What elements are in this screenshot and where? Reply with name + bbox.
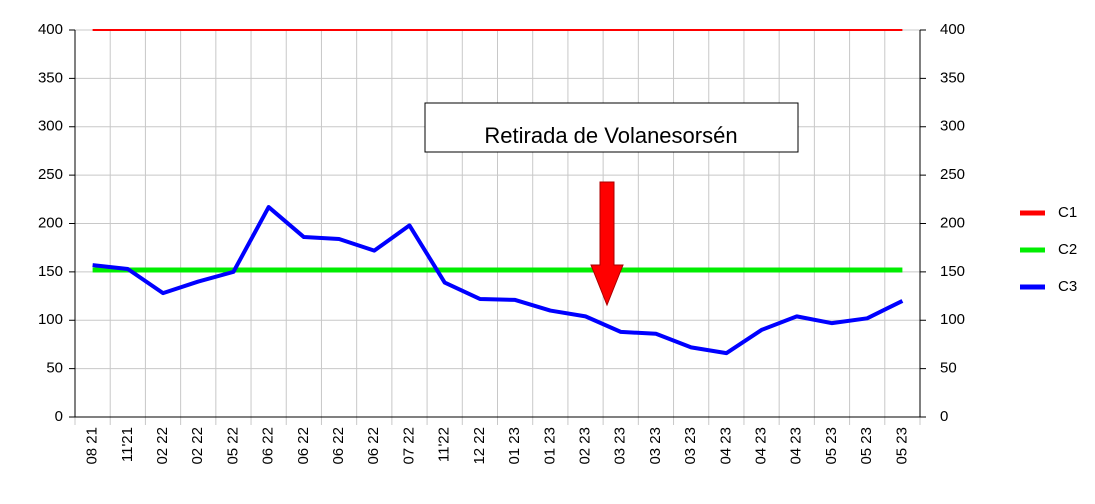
x-tick-label: 01 23 bbox=[541, 427, 558, 465]
series-line bbox=[92, 205, 904, 356]
y-tick-label: 400 bbox=[38, 21, 63, 38]
x-tick-label: 07 22 bbox=[400, 427, 417, 465]
annotation-clip: Retirada de Volanesorsén bbox=[484, 123, 737, 148]
y-tick-label: 300 bbox=[38, 118, 63, 135]
annotation: Retirada de Volanesorsén bbox=[484, 123, 737, 148]
annotation-box bbox=[424, 102, 799, 153]
y-tick-label: 200 bbox=[38, 214, 63, 231]
legend-label: C3 bbox=[1058, 278, 1077, 295]
x-tick-label: 04 23 bbox=[788, 427, 805, 465]
y2-tick-label: 400 bbox=[940, 21, 965, 38]
x-tick-label: 03 23 bbox=[612, 427, 629, 465]
x-tick-label: 12 22 bbox=[471, 427, 488, 465]
x-tick-label: 05 23 bbox=[893, 427, 910, 465]
x-tick-label: 04 23 bbox=[753, 427, 770, 465]
x-tick-label: 02 22 bbox=[154, 427, 171, 465]
y2-tick-label: 200 bbox=[940, 214, 965, 231]
x-tick-label: 02 22 bbox=[189, 427, 206, 465]
x-tick-label: 11'22 bbox=[436, 427, 453, 462]
y2-tick-label: 100 bbox=[940, 311, 965, 328]
x-tick-label: 08 21 bbox=[84, 427, 101, 465]
x-tick-label: 06 22 bbox=[260, 427, 277, 465]
x-tick-label: 06 22 bbox=[295, 427, 312, 465]
y-tick-label: 100 bbox=[38, 311, 63, 328]
y2-tick-label: 250 bbox=[940, 166, 965, 183]
x-tick-label: 06 22 bbox=[365, 427, 382, 465]
y2-tick-label: 150 bbox=[940, 263, 965, 280]
x-tick-label: 02 23 bbox=[576, 427, 593, 465]
y-tick-label: 0 bbox=[55, 408, 63, 425]
x-tick-label: 01 23 bbox=[506, 427, 523, 465]
legend-label: C2 bbox=[1058, 241, 1077, 258]
y-tick-label: 50 bbox=[46, 360, 63, 377]
y2-tick-label: 0 bbox=[940, 408, 948, 425]
x-tick-label: 03 23 bbox=[647, 427, 664, 465]
x-tick-label: 05 23 bbox=[823, 427, 840, 465]
y2-tick-label: 350 bbox=[940, 69, 965, 86]
y-tick-label: 150 bbox=[38, 263, 63, 280]
x-tick-label: 05 22 bbox=[224, 427, 241, 465]
x-tick-label: 04 23 bbox=[717, 427, 734, 465]
y2-tick-label: 50 bbox=[940, 360, 957, 377]
x-tick-label: 11'21 bbox=[119, 427, 136, 462]
legend-label: C1 bbox=[1058, 204, 1077, 221]
x-tick-label: 03 23 bbox=[682, 427, 699, 465]
y-tick-label: 350 bbox=[38, 69, 63, 86]
x-tick-label: 05 23 bbox=[858, 427, 875, 465]
x-tick-label: 06 22 bbox=[330, 427, 347, 465]
y-tick-label: 250 bbox=[38, 166, 63, 183]
arrow bbox=[590, 181, 624, 307]
y2-tick-label: 300 bbox=[940, 118, 965, 135]
